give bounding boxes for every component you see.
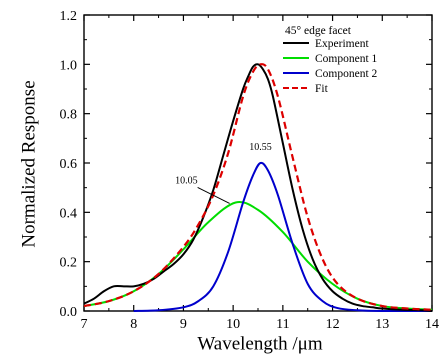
x-tick-label: 14 bbox=[425, 317, 439, 332]
legend-label-component-2: Component 2 bbox=[315, 68, 378, 80]
x-axis-title: Wavelength /μm bbox=[197, 333, 322, 354]
series-line-experiment bbox=[83, 63, 433, 312]
annotation-leader bbox=[197, 187, 230, 204]
y-tick-label: 0.8 bbox=[60, 108, 78, 123]
legend-label-experiment: Experiment bbox=[315, 38, 369, 50]
y-tick-label: 0.6 bbox=[60, 157, 78, 172]
x-tick-label: 7 bbox=[81, 317, 88, 332]
y-tick-label: 1.2 bbox=[60, 9, 78, 24]
series-line-fit bbox=[83, 63, 433, 311]
x-tick-label: 9 bbox=[180, 317, 187, 332]
series-line-component-2 bbox=[133, 161, 433, 313]
x-tick-label: 10 bbox=[226, 317, 240, 332]
annotation-label: 10.55 bbox=[249, 142, 272, 153]
legend-title: 45° edge facet bbox=[285, 25, 352, 37]
y-axis-title: Normalized Response bbox=[18, 80, 39, 247]
plot-frame bbox=[83, 14, 433, 312]
x-tick-label: 12 bbox=[326, 317, 340, 332]
y-tick-label: 0.0 bbox=[60, 305, 78, 320]
y-axis-title-group: Normalized Response bbox=[18, 80, 39, 247]
y-tick-label: 0.4 bbox=[60, 206, 78, 221]
legend: 45° edge facet Experiment Component 1 Comp… bbox=[283, 25, 378, 95]
x-tick-label: 8 bbox=[130, 317, 137, 332]
y-tick-label: 0.2 bbox=[60, 256, 78, 271]
x-tick-label: 11 bbox=[276, 317, 289, 332]
y-tick-label: 1.0 bbox=[60, 58, 78, 73]
series-line-component-1 bbox=[83, 200, 433, 311]
annotation-label: 10.05 bbox=[175, 175, 198, 186]
plot-area: 7 8 9 10 11 12 13 14 0.0 0.2 0.4 0.6 0.8 1.0 1.2 10.05 1… bbox=[60, 9, 440, 332]
x-tick-label: 13 bbox=[375, 317, 389, 332]
legend-label-fit: Fit bbox=[315, 83, 329, 95]
legend-label-component-1: Component 1 bbox=[315, 53, 378, 65]
